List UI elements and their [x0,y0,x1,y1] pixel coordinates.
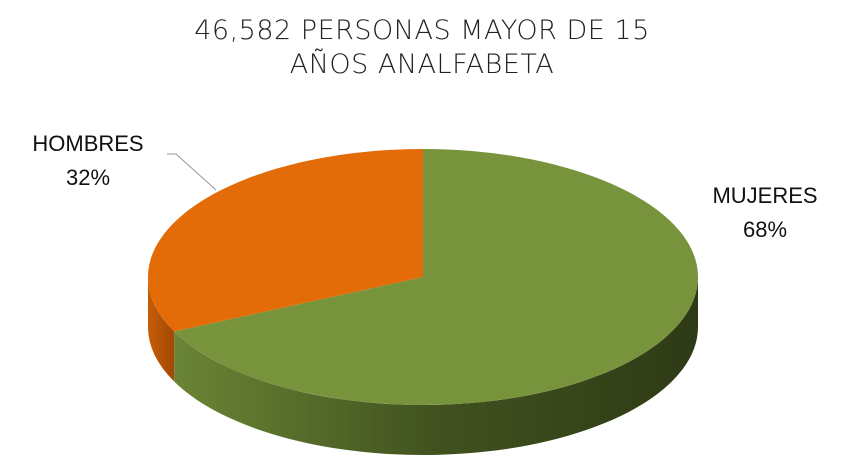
pie-side [174,277,699,456]
leader-line [167,153,217,191]
pie-side [148,277,175,382]
slice-label: HOMBRES [32,131,143,156]
pie-slice [174,149,699,406]
chart-title: 46,582 PERSONAS MAYOR DE 15 AÑOS ANALFAB… [194,15,650,80]
pie-slice [147,149,423,332]
slice-label: MUJERES [712,183,817,208]
slice-value-label: 32% [66,165,110,190]
slice-value-label: 68% [743,217,787,242]
